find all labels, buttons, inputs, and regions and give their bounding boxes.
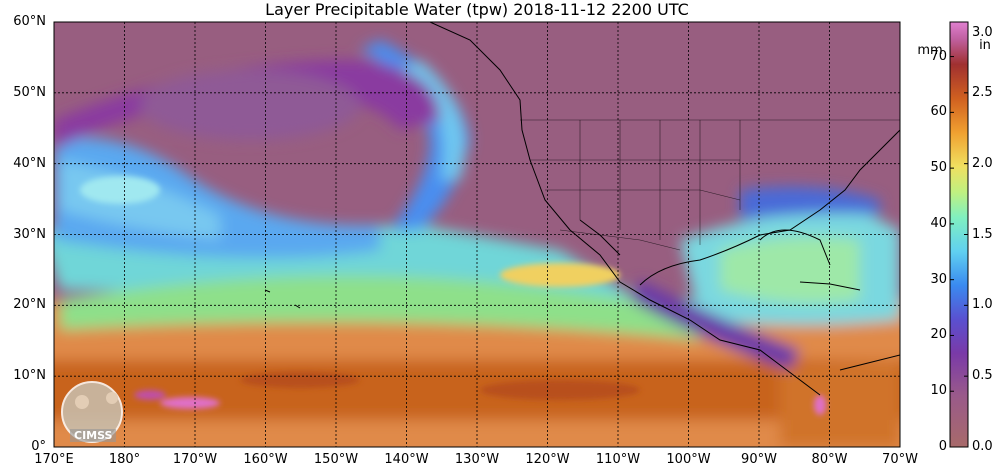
colorbar-in-label: 0.0 xyxy=(972,439,993,454)
state-borders xyxy=(520,119,900,251)
map-title: Layer Precipitable Water (tpw) 2018-11-1… xyxy=(265,0,689,19)
lon-label: 130°W xyxy=(454,452,500,467)
colorbar-in-label: 0.5 xyxy=(972,368,993,384)
colorbar-in-label: 3.0 xyxy=(972,25,993,40)
colorbar-mm-label: 20 xyxy=(930,327,947,343)
lon-label: 70°W xyxy=(882,452,918,467)
colorbar-mm-label: 30 xyxy=(930,271,947,287)
colorbar-ticks xyxy=(950,21,968,448)
colorbar-mm-label: 60 xyxy=(930,104,947,120)
colorbar-mm-label: 40 xyxy=(930,215,947,231)
lon-label: 180° xyxy=(108,452,141,467)
lat-label: 20°N xyxy=(13,297,46,313)
colorbar-in-label: 2.0 xyxy=(972,155,993,171)
colorbar-in-label: 1.0 xyxy=(972,297,993,313)
colorbar-in-unit: in xyxy=(979,38,991,53)
lon-label: 140°W xyxy=(384,452,429,467)
lat-label: 40°N xyxy=(13,155,46,171)
colorbar-mm-label: 70 xyxy=(930,48,947,64)
colorbar-mm-label: 10 xyxy=(930,383,947,399)
logo-text: CIMSS xyxy=(70,429,117,442)
lon-label: 150°W xyxy=(313,452,359,467)
lat-label: 50°N xyxy=(13,84,46,100)
colorbar-mm-label: 50 xyxy=(930,160,947,176)
coastlines xyxy=(264,22,900,396)
lon-label: 160°W xyxy=(243,452,288,467)
lat-label: 0° xyxy=(31,439,46,454)
graticule xyxy=(54,22,900,447)
colorbar-mm-unit: mm xyxy=(917,43,943,58)
lat-label: 10°N xyxy=(13,368,46,384)
lon-label: 80°W xyxy=(811,452,848,467)
lon-label: 170°W xyxy=(172,452,218,467)
tpw-field xyxy=(54,22,900,447)
colorbar-in-label: 2.5 xyxy=(972,84,993,100)
colorbar-in-label: 1.5 xyxy=(972,226,993,242)
lat-label: 30°N xyxy=(13,226,46,242)
colorbar-mm-label: 0 xyxy=(938,439,947,454)
lon-label: 100°W xyxy=(666,452,711,467)
lat-label: 60°N xyxy=(13,14,46,29)
lon-label: 110°W xyxy=(595,452,641,467)
map-frame xyxy=(53,21,901,448)
lon-label: 170°E xyxy=(34,452,74,467)
cimss-logo xyxy=(61,381,123,443)
lon-label: 90°W xyxy=(741,452,777,467)
lon-label: 120°W xyxy=(525,452,570,467)
